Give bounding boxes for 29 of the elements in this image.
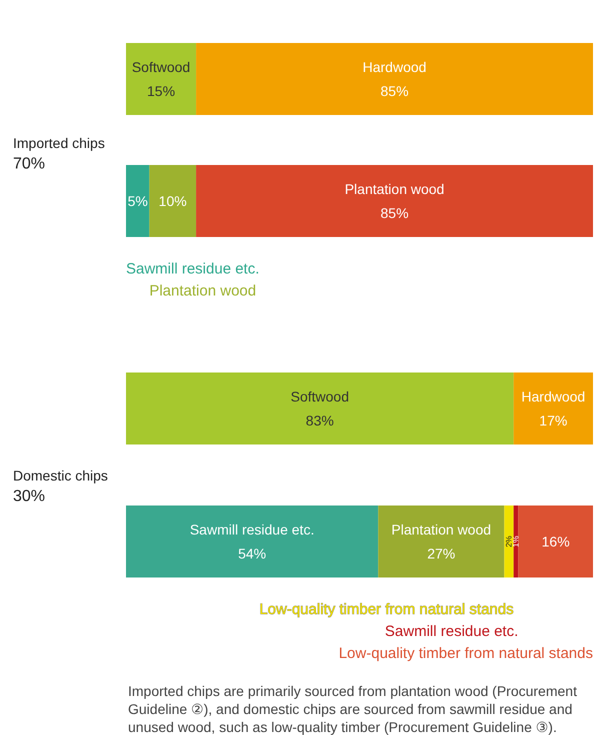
series-label: Plantation wood xyxy=(391,522,492,538)
data-label: 27% xyxy=(427,546,456,562)
data-label: 54% xyxy=(238,546,266,562)
data-label: 17% xyxy=(539,412,568,428)
data-label: 2% xyxy=(504,536,514,548)
data-label: 16% xyxy=(542,534,570,550)
series-label: Sawmill residue etc. xyxy=(190,522,314,538)
data-label: 83% xyxy=(306,412,334,428)
data-label: 1% xyxy=(511,536,520,548)
series-label: Softwood xyxy=(132,59,190,75)
text: Plantation wood xyxy=(149,282,256,300)
text: Sawmill residue etc. xyxy=(384,623,518,640)
text: Domestic chips xyxy=(13,467,108,484)
text: Imported chips are primarily sourced from plantation wood (Procurement Guideline ②), and domestic chips are sourced from sawmill residue and unused wood, such as low-quality timber (Procurement Guideline ③). xyxy=(128,682,578,735)
data-label: 10% xyxy=(158,193,187,209)
series-label: Hardwood xyxy=(362,59,426,75)
series-label: Plantation wood xyxy=(344,181,444,197)
series-label: Sawmill residue etc. xyxy=(126,260,260,278)
data-label: 85% xyxy=(380,83,409,99)
series-label: Hardwood xyxy=(521,388,586,404)
series-label: Softwood xyxy=(290,388,349,404)
text: 30% xyxy=(13,488,46,505)
text: Low-quality timber from natural stands xyxy=(338,645,593,662)
series-label: Low-quality timber from natural stands xyxy=(259,601,514,618)
text: Imported chips xyxy=(13,135,105,152)
data-label: 15% xyxy=(147,83,176,99)
data-label: 85% xyxy=(380,205,409,221)
data-label: 5% xyxy=(128,193,148,209)
text: 70% xyxy=(13,156,46,173)
